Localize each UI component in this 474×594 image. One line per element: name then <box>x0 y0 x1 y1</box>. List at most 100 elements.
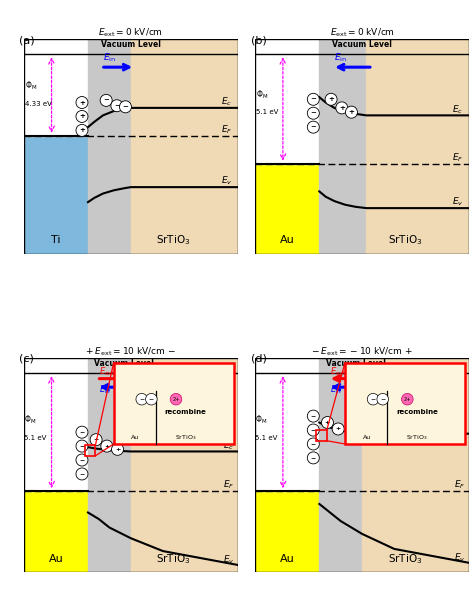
Circle shape <box>100 94 112 106</box>
Title: $E_\mathrm{ext} = 0$ kV/cm: $E_\mathrm{ext} = 0$ kV/cm <box>329 26 395 39</box>
Text: $\Phi_\mathrm{M}$: $\Phi_\mathrm{M}$ <box>256 88 268 100</box>
Text: 2+: 2+ <box>404 397 411 402</box>
Text: $\Phi_\mathrm{M}$: $\Phi_\mathrm{M}$ <box>25 80 37 92</box>
Text: $E_F$: $E_F$ <box>223 479 234 491</box>
Circle shape <box>90 434 102 446</box>
Circle shape <box>307 121 319 133</box>
Text: Vacuum Level: Vacuum Level <box>326 359 386 368</box>
Text: +: + <box>339 105 345 111</box>
Bar <box>255 358 319 491</box>
Bar <box>131 358 238 573</box>
Text: $E_c$: $E_c$ <box>452 103 463 116</box>
Text: −: − <box>310 456 316 460</box>
Bar <box>319 358 362 573</box>
Text: Vacuum Level: Vacuum Level <box>101 40 161 49</box>
Circle shape <box>325 93 337 105</box>
Circle shape <box>401 393 413 405</box>
Text: +: + <box>336 426 341 431</box>
Circle shape <box>336 102 348 114</box>
Circle shape <box>76 124 88 137</box>
Text: Au: Au <box>48 554 63 564</box>
Bar <box>114 362 234 444</box>
Text: SrTiO$_3$: SrTiO$_3$ <box>156 552 191 565</box>
Bar <box>88 39 131 254</box>
Text: 5.1 eV: 5.1 eV <box>255 435 278 441</box>
Text: +: + <box>79 113 85 119</box>
Text: −: − <box>310 441 316 447</box>
Bar <box>24 135 88 254</box>
Bar <box>255 39 319 163</box>
Text: $E_v$: $E_v$ <box>452 195 464 208</box>
Text: $E_F$: $E_F$ <box>452 151 464 164</box>
Circle shape <box>76 96 88 109</box>
Text: SrTiO$_3$: SrTiO$_3$ <box>388 552 422 565</box>
Circle shape <box>101 440 113 452</box>
Text: $E_c$: $E_c$ <box>223 439 234 452</box>
Bar <box>114 362 234 444</box>
Circle shape <box>111 443 124 456</box>
Circle shape <box>307 108 319 119</box>
Circle shape <box>307 438 319 450</box>
Circle shape <box>76 110 88 122</box>
Text: Vacuum Level: Vacuum Level <box>94 359 154 368</box>
Text: Au: Au <box>280 235 294 245</box>
Text: $E_\mathrm{ext}$: $E_\mathrm{ext}$ <box>99 366 115 378</box>
Text: SrTiO$_3$: SrTiO$_3$ <box>388 233 422 247</box>
Text: $E_F$: $E_F$ <box>454 479 465 491</box>
Circle shape <box>136 393 147 405</box>
Text: Au: Au <box>131 435 139 440</box>
Bar <box>24 491 88 573</box>
Text: −: − <box>79 457 84 463</box>
Circle shape <box>170 393 182 405</box>
Text: +: + <box>328 96 334 102</box>
Bar <box>316 430 327 441</box>
Circle shape <box>307 452 319 464</box>
Text: recombine: recombine <box>164 409 207 415</box>
Title: $+\;E_\mathrm{ext} = 10$ kV/cm $-$: $+\;E_\mathrm{ext} = 10$ kV/cm $-$ <box>85 345 176 358</box>
Text: +: + <box>79 100 85 106</box>
Text: −: − <box>79 429 84 435</box>
Circle shape <box>377 393 389 405</box>
Bar <box>345 362 465 444</box>
Text: +: + <box>104 444 109 448</box>
Text: Vacuum Level: Vacuum Level <box>332 40 392 49</box>
Text: (d): (d) <box>251 354 267 364</box>
Text: $E_F$: $E_F$ <box>221 124 232 136</box>
Text: −: − <box>103 97 109 103</box>
Text: $E_\mathrm{in}$: $E_\mathrm{in}$ <box>330 383 342 396</box>
Circle shape <box>76 454 88 466</box>
Bar <box>255 163 319 254</box>
Circle shape <box>307 424 319 436</box>
Bar <box>88 358 131 573</box>
Circle shape <box>307 93 319 105</box>
Text: $E_v$: $E_v$ <box>223 554 235 566</box>
Text: $E_\mathrm{in}$: $E_\mathrm{in}$ <box>334 52 347 64</box>
Text: 2+: 2+ <box>173 397 180 402</box>
Text: −: − <box>310 428 316 432</box>
Text: −: − <box>380 397 385 402</box>
Bar <box>85 445 95 456</box>
Bar <box>366 39 469 254</box>
Bar <box>345 362 465 444</box>
Circle shape <box>146 393 157 405</box>
Text: $E_\mathrm{total}$: $E_\mathrm{total}$ <box>367 375 386 387</box>
Text: −: − <box>79 472 84 476</box>
Text: SrTiO$_3$: SrTiO$_3$ <box>406 432 428 441</box>
Text: 5.1 eV: 5.1 eV <box>256 109 279 115</box>
Circle shape <box>76 440 88 452</box>
Text: 4.33 eV: 4.33 eV <box>25 101 52 107</box>
Text: −: − <box>79 444 84 448</box>
Text: $\Phi_\mathrm{M}$: $\Phi_\mathrm{M}$ <box>255 413 268 426</box>
Circle shape <box>307 410 319 422</box>
Text: Au: Au <box>280 554 294 564</box>
Bar <box>255 491 319 573</box>
Text: −: − <box>310 96 316 102</box>
Bar <box>319 39 366 254</box>
Text: +: + <box>79 127 85 134</box>
Text: (c): (c) <box>19 354 34 364</box>
Text: $E_c$: $E_c$ <box>221 96 232 108</box>
Bar <box>24 358 88 491</box>
Circle shape <box>76 426 88 438</box>
Text: $E_\mathrm{in}$: $E_\mathrm{in}$ <box>99 383 111 396</box>
Text: −: − <box>310 110 316 116</box>
